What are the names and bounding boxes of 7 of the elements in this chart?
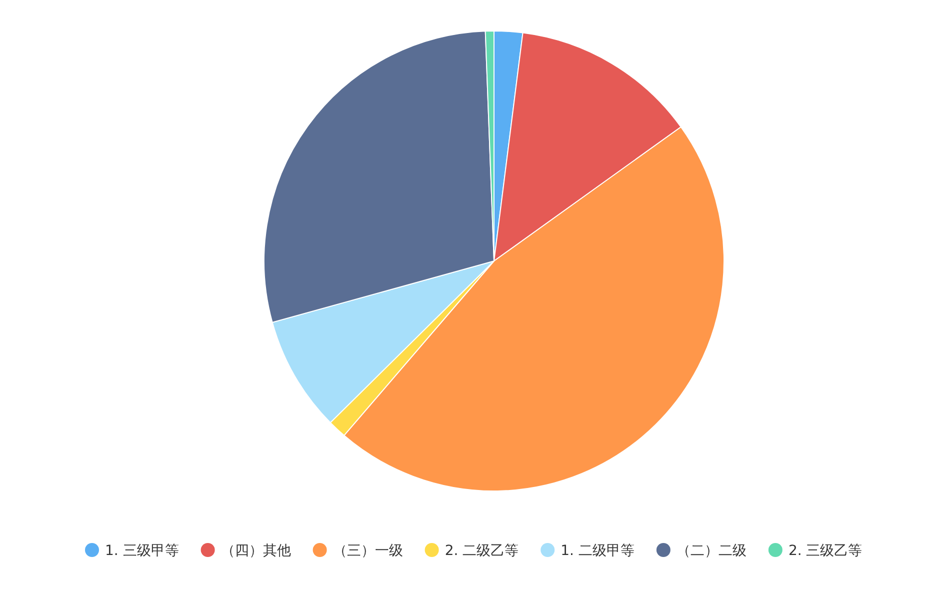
legend-label: 1. 二级甲等 xyxy=(560,543,634,559)
legend-label: 2. 三级乙等 xyxy=(788,543,862,559)
legend-label: （四）其他 xyxy=(220,543,291,559)
legend-label: 2. 二级乙等 xyxy=(444,543,519,559)
legend-label: 1. 三级甲等 xyxy=(105,543,179,559)
legend-label: （二）二级 xyxy=(676,543,746,559)
legend-label: （三）一级 xyxy=(332,543,403,559)
